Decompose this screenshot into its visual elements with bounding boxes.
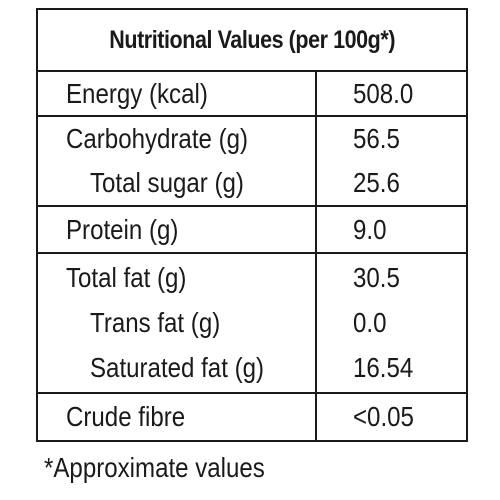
nutrient-value: 30.5 <box>353 262 400 293</box>
nutrient-name: Crude fibre <box>66 401 186 432</box>
table-row-trans-fat: Trans fat (g) 0.0 <box>38 301 466 345</box>
table-row-total-fat: Total fat (g) 30.5 <box>38 256 466 300</box>
nutrient-group-energy: Energy (kcal) 508.0 <box>38 72 466 117</box>
nutrient-group-protein: Protein (g) 9.0 <box>38 207 466 254</box>
nutrient-group-carbohydrate: Carbohydrate (g) 56.5 Total sugar (g) 25… <box>38 117 466 207</box>
nutrient-name: Energy (kcal) <box>66 78 208 109</box>
table-title: Nutritional Values (per 100g*) <box>38 10 466 72</box>
table-row-carbohydrate: Carbohydrate (g) 56.5 <box>38 117 466 161</box>
nutrient-name: Carbohydrate (g) <box>66 123 249 154</box>
nutrient-value: 25.6 <box>353 167 400 198</box>
nutrient-name: Trans fat (g) <box>90 307 221 338</box>
nutrient-name: Total sugar (g) <box>90 167 244 198</box>
nutrient-name: Saturated fat (g) <box>90 352 265 383</box>
nutrient-value: <0.05 <box>353 401 414 432</box>
table-row-saturated-fat: Saturated fat (g) 16.54 <box>38 346 466 390</box>
table-title-text: Nutritional Values (per 100g*) <box>109 25 395 54</box>
nutrient-value: 9.0 <box>353 214 387 245</box>
table-row-total-sugar: Total sugar (g) 25.6 <box>38 161 466 205</box>
nutrient-value: 16.54 <box>353 352 414 383</box>
nutrient-group-fat: Total fat (g) 30.5 Trans fat (g) 0.0 Sat… <box>38 254 466 394</box>
column-divider <box>315 72 317 440</box>
nutrition-table: Nutritional Values (per 100g*) Energy (k… <box>36 8 468 442</box>
nutrient-name: Protein (g) <box>66 214 179 245</box>
nutrient-value: 56.5 <box>353 123 400 154</box>
table-row-protein: Protein (g) 9.0 <box>38 208 466 252</box>
nutrient-value: 0.0 <box>353 307 387 338</box>
table-row-crude-fibre: Crude fibre <0.05 <box>38 395 466 439</box>
nutrient-name: Total fat (g) <box>66 262 187 293</box>
table-row-energy: Energy (kcal) 508.0 <box>38 72 466 116</box>
footnote: *Approximate values <box>44 452 265 483</box>
nutrient-group-fibre: Crude fibre <0.05 <box>38 394 466 440</box>
nutrient-value: 508.0 <box>353 78 414 109</box>
